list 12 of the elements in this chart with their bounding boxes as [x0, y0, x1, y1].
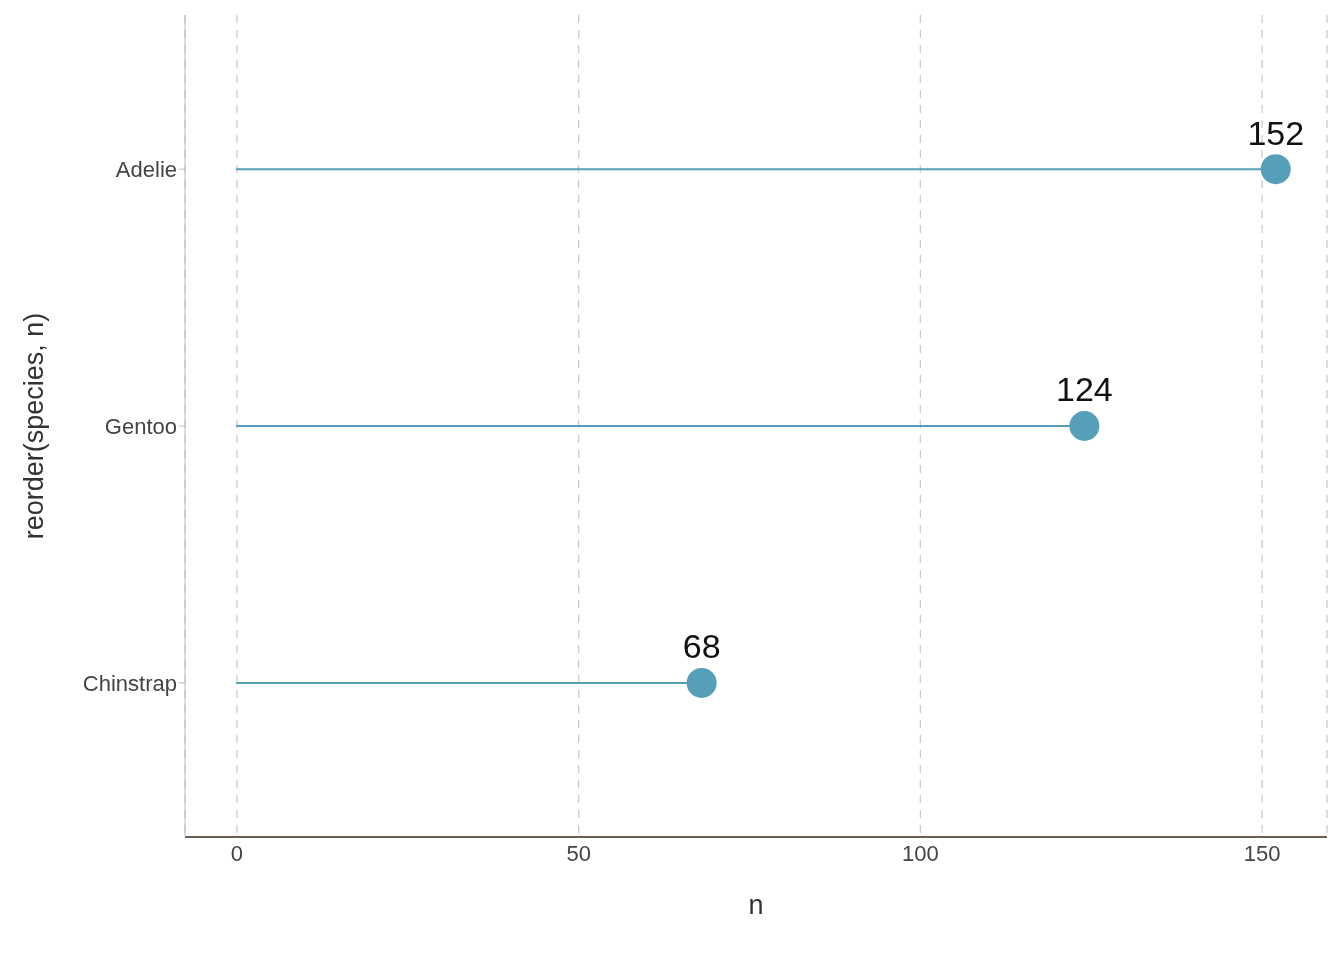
- data-label: 152: [1247, 113, 1305, 152]
- y-tick-label: Chinstrap: [82, 670, 177, 696]
- y-axis-title: reorder(species, n): [18, 312, 49, 540]
- x-tick-label: 0: [230, 840, 244, 866]
- x-axis-title: n: [748, 890, 764, 920]
- x-tick-label: 100: [902, 840, 939, 866]
- x-tick-label: 50: [566, 840, 591, 866]
- x-tick-label: 150: [1243, 840, 1281, 866]
- y-tick-label: Gentoo: [104, 413, 177, 439]
- data-label: 124: [1056, 370, 1113, 409]
- data-label: 68: [682, 627, 721, 666]
- y-tick-label: Adelie: [115, 156, 177, 182]
